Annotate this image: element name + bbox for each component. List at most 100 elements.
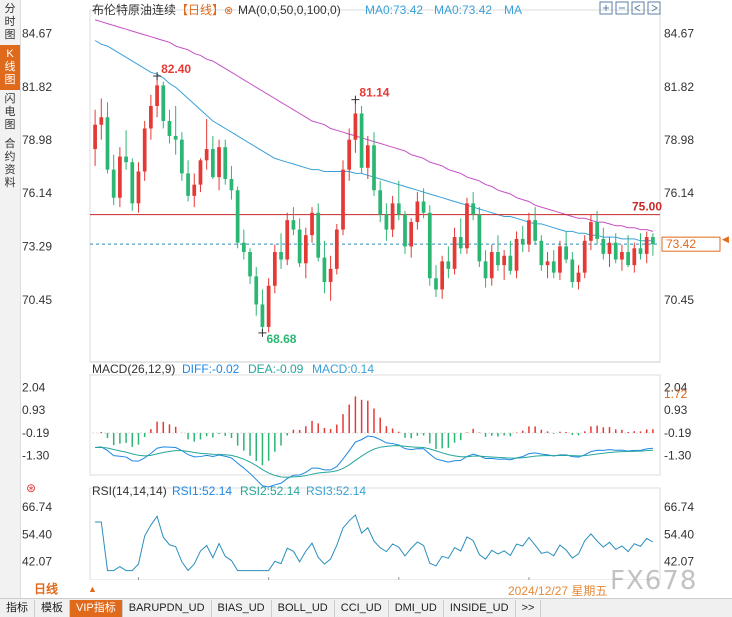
settings-icon[interactable]: ⊗ bbox=[224, 5, 233, 17]
rsi-1: RSI1:52.14 bbox=[172, 484, 232, 498]
candle bbox=[285, 212, 290, 266]
y-tick-right: 84.67 bbox=[664, 27, 694, 41]
candle bbox=[651, 233, 655, 256]
macd-panel-frame bbox=[89, 374, 661, 476]
candle bbox=[229, 165, 234, 200]
candle bbox=[334, 223, 339, 275]
period-dropdown-icon[interactable]: ▲ bbox=[88, 584, 97, 594]
scroll-left-icon[interactable] bbox=[631, 1, 645, 15]
candle bbox=[496, 235, 500, 271]
macd-y-tick-left: -1.30 bbox=[22, 449, 50, 463]
candle bbox=[415, 192, 420, 230]
candle bbox=[254, 267, 259, 316]
y-tick-left: 81.82 bbox=[22, 80, 52, 94]
candle bbox=[396, 180, 401, 221]
extreme-label: 68.68 bbox=[266, 332, 296, 346]
bottom-tab-2[interactable]: VIP指标 bbox=[70, 599, 123, 617]
y-tick-left: 78.98 bbox=[22, 133, 52, 147]
candle bbox=[477, 207, 482, 268]
candle bbox=[465, 197, 469, 254]
left-tab-0[interactable]: 分时图 bbox=[4, 3, 16, 41]
bottom-tab-8[interactable]: INSIDE_UD bbox=[444, 599, 516, 617]
candle bbox=[558, 240, 562, 281]
macd-y-tick-right: 0.93 bbox=[664, 403, 688, 417]
candle bbox=[210, 135, 215, 180]
candle bbox=[272, 244, 277, 294]
date-bar: 日线 ▲ bbox=[20, 580, 732, 598]
macd-y-tick-right: 2.04 bbox=[664, 380, 688, 394]
rsi-settings-icon[interactable]: ⊛ bbox=[26, 481, 36, 495]
bottom-tab-9[interactable]: >> bbox=[516, 599, 542, 617]
candle bbox=[440, 255, 445, 299]
candle bbox=[632, 242, 637, 273]
candle bbox=[421, 188, 426, 219]
bottom-tab-1[interactable]: 模板 bbox=[35, 599, 70, 617]
candle bbox=[167, 109, 172, 144]
dea-line bbox=[95, 445, 653, 478]
watermark-logo: FX678 bbox=[610, 566, 698, 596]
rsi-line bbox=[95, 514, 654, 572]
bottom-tab-5[interactable]: BOLL_UD bbox=[272, 599, 335, 617]
candle bbox=[489, 244, 494, 286]
candle bbox=[551, 250, 556, 279]
bottom-tab-6[interactable]: CCI_UD bbox=[335, 599, 389, 617]
candle bbox=[409, 218, 414, 258]
zoom-out-icon[interactable] bbox=[615, 1, 629, 15]
candle bbox=[378, 180, 383, 223]
scroll-right-icon[interactable] bbox=[647, 1, 661, 15]
ma-value-2: MA0:73.42 bbox=[434, 3, 492, 17]
macd-value-tag: 1.72 bbox=[664, 387, 688, 401]
candle bbox=[291, 207, 296, 236]
candle bbox=[483, 250, 488, 288]
candle bbox=[403, 210, 407, 254]
candle bbox=[303, 227, 308, 279]
candle bbox=[508, 240, 513, 275]
candle bbox=[297, 218, 302, 268]
candle bbox=[310, 207, 314, 243]
zoom-in-icon[interactable] bbox=[599, 1, 613, 15]
candle bbox=[452, 227, 457, 275]
candle bbox=[186, 160, 190, 202]
rsi-2: RSI2:52.14 bbox=[240, 484, 300, 498]
rsi-y-tick-right: 66.74 bbox=[664, 500, 694, 514]
bottom-tab-7[interactable]: DMI_UD bbox=[389, 599, 444, 617]
rsi-y-tick-right: 54.40 bbox=[664, 527, 694, 541]
bottom-tab-0[interactable]: 指标 bbox=[0, 599, 35, 617]
candle bbox=[390, 195, 395, 238]
left-tab-3[interactable]: 合约资料 bbox=[4, 138, 16, 189]
candle bbox=[626, 235, 630, 268]
candle bbox=[458, 218, 463, 254]
candle bbox=[347, 128, 352, 181]
macd-title: MACD(26,12,9) bbox=[92, 362, 175, 376]
rsi-panel-frame bbox=[89, 487, 661, 580]
candle bbox=[248, 248, 252, 284]
macd-y-tick-right: -0.19 bbox=[664, 426, 692, 440]
candle bbox=[502, 250, 507, 281]
y-tick-left: 76.14 bbox=[22, 186, 52, 200]
candle bbox=[427, 205, 432, 286]
rsi-3: RSI3:52.14 bbox=[306, 484, 366, 498]
rsi-y-tick-left: 66.74 bbox=[22, 500, 52, 514]
ma-label: MA(0,0,50,0,100,0) bbox=[238, 3, 341, 17]
candle bbox=[570, 252, 575, 288]
period-button[interactable]: 日线 bbox=[34, 582, 59, 596]
diff-line bbox=[95, 435, 653, 488]
candle bbox=[180, 132, 184, 181]
candle bbox=[155, 76, 159, 118]
rsi-y-tick-left: 54.40 bbox=[22, 527, 52, 541]
ma-value-3: MA bbox=[504, 3, 522, 17]
extreme-label: 81.14 bbox=[359, 86, 389, 100]
price-alert-label: 75.00 bbox=[632, 200, 662, 214]
candle bbox=[149, 94, 153, 140]
bottom-tab-3[interactable]: BARUPDN_UD bbox=[123, 599, 212, 617]
candle bbox=[359, 105, 364, 174]
candle bbox=[279, 233, 283, 269]
candle bbox=[130, 158, 135, 211]
kline-chart[interactable]: 布伦特原油连续 【日线】 ⊗ MA(0,0,50,0,100,0) MA0:73… bbox=[20, 0, 732, 580]
y-tick-left: 73.29 bbox=[22, 240, 52, 254]
left-tab-2[interactable]: 闪电图 bbox=[4, 93, 16, 131]
bottom-tab-4[interactable]: BIAS_UD bbox=[212, 599, 272, 617]
candle bbox=[316, 203, 321, 262]
